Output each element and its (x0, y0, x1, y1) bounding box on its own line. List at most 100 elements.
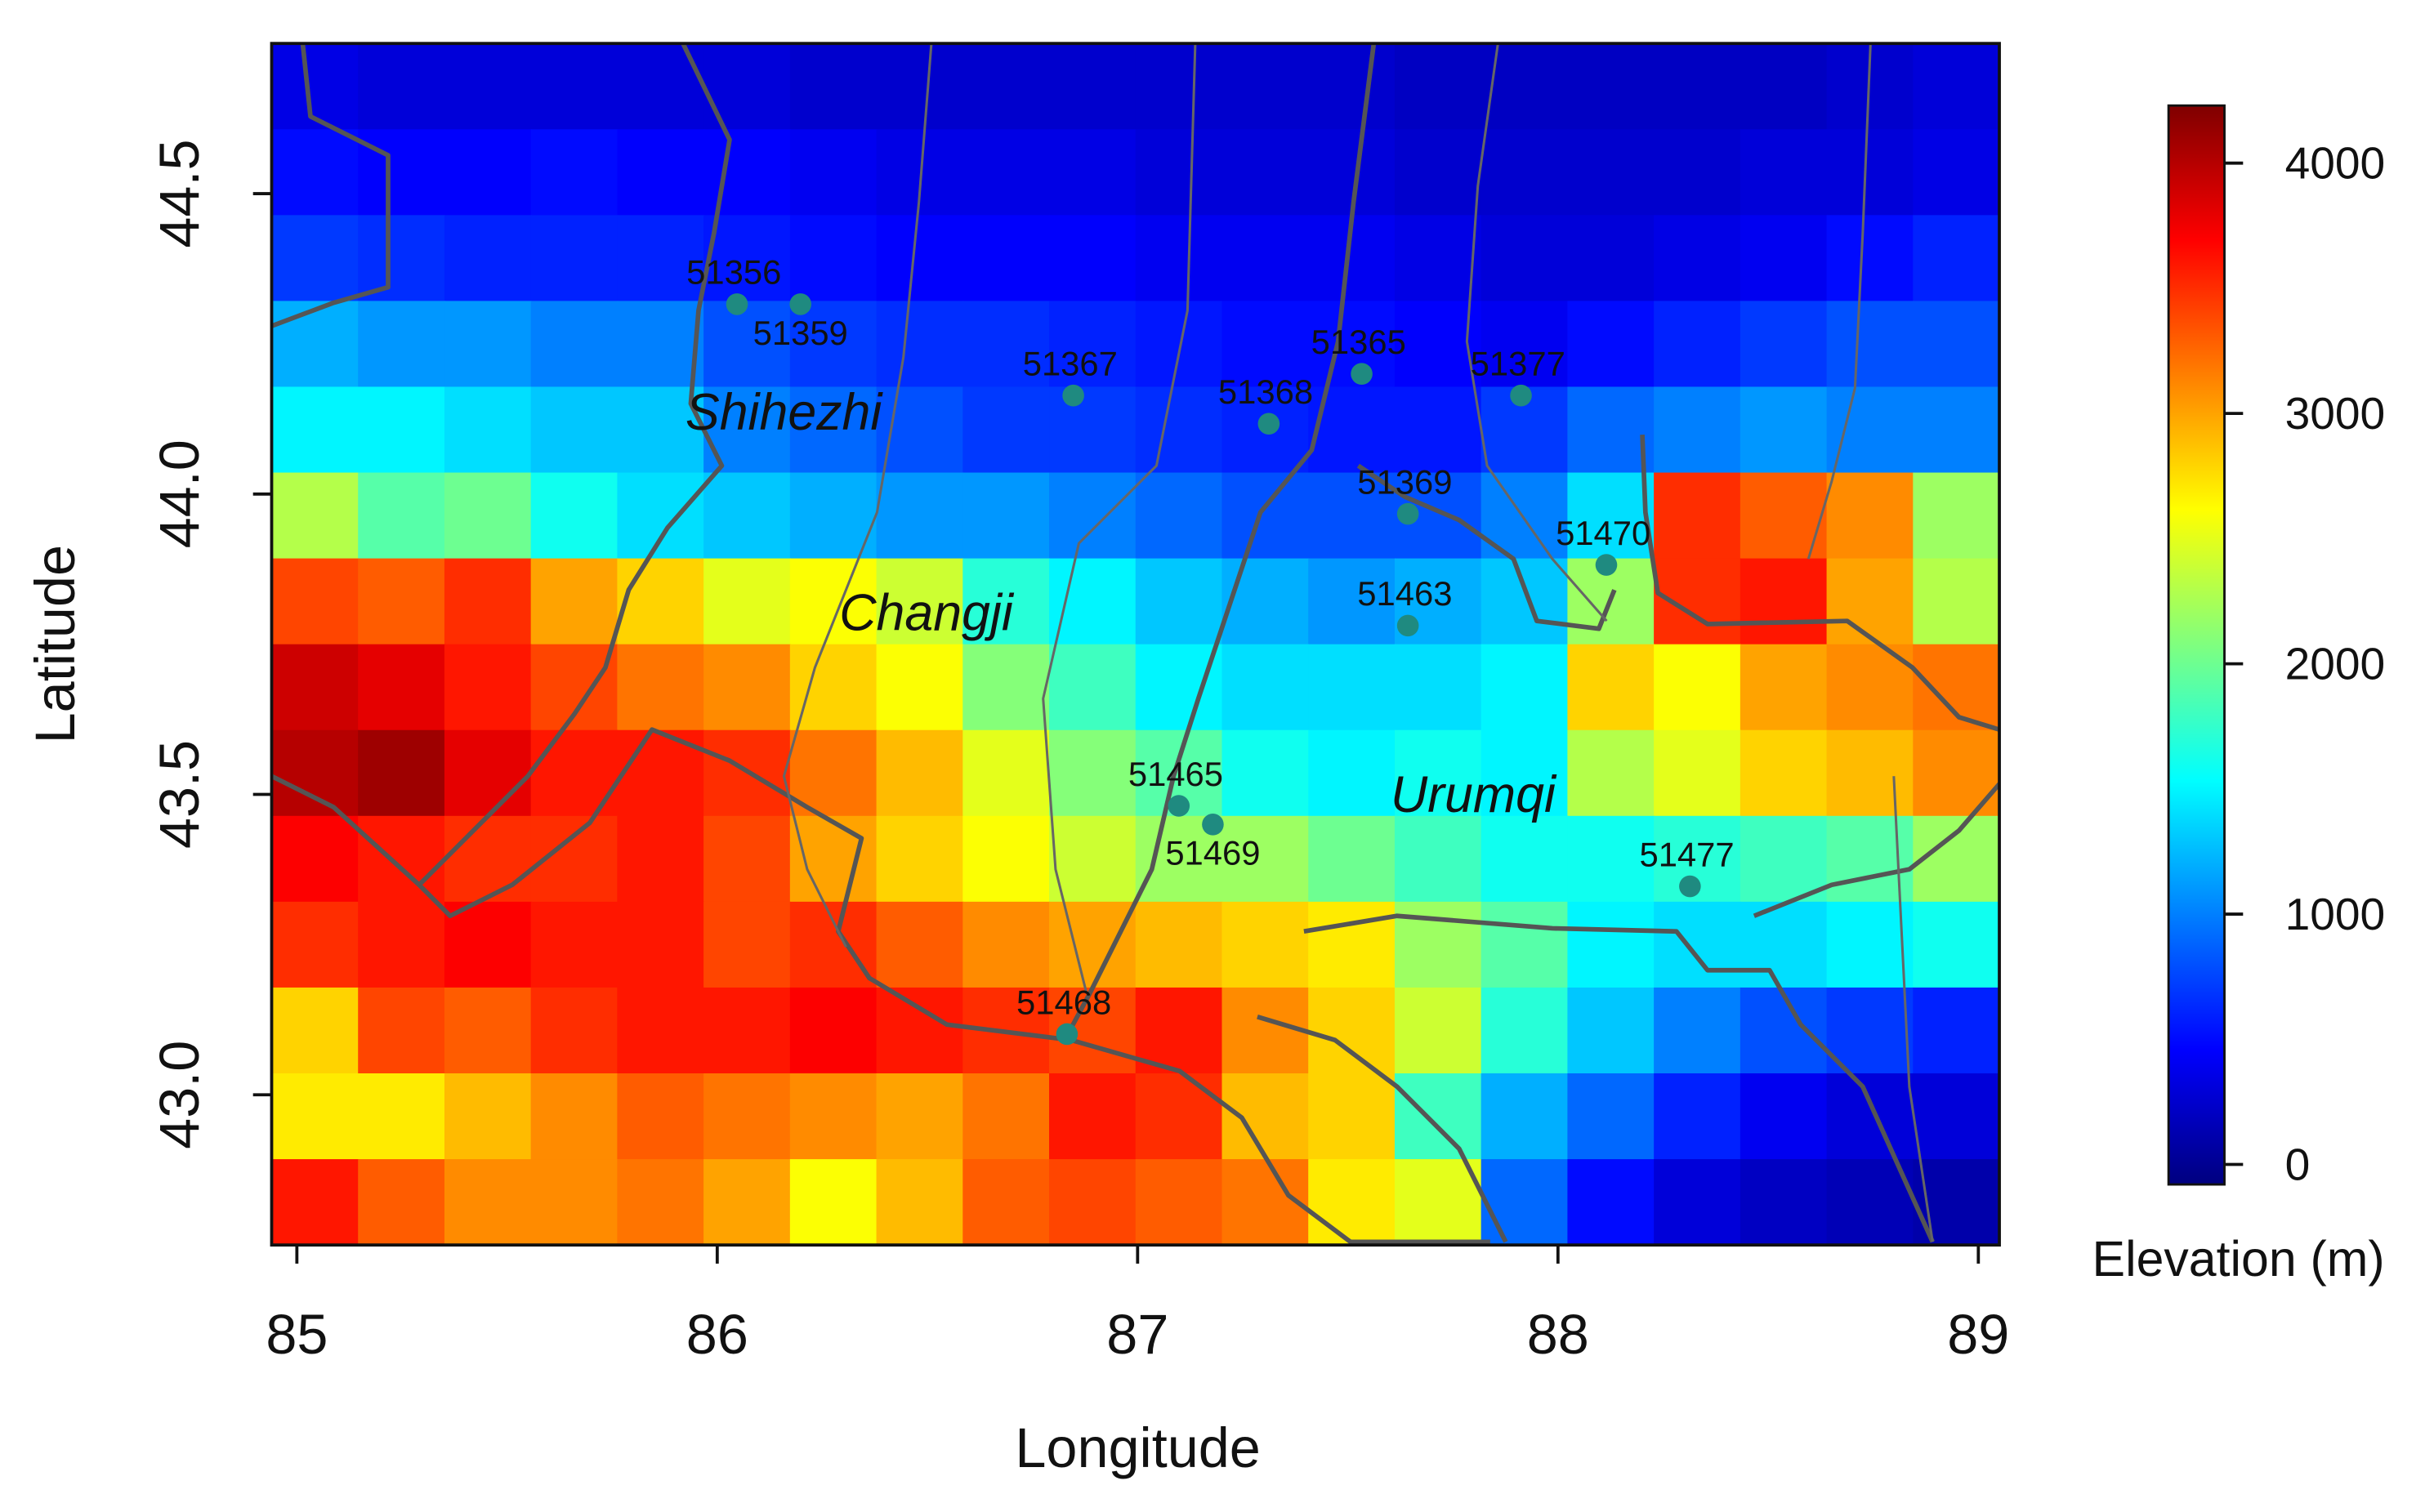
station-marker (1595, 554, 1618, 576)
cell (962, 815, 1051, 903)
cell (444, 472, 532, 560)
cell (1221, 644, 1310, 731)
cell (358, 901, 446, 989)
cell (962, 1073, 1051, 1161)
cell (876, 472, 964, 560)
cell (444, 215, 532, 302)
cell (1913, 987, 2000, 1075)
cell (1567, 987, 1655, 1075)
station-marker (1257, 413, 1280, 435)
cell (617, 815, 705, 903)
plot-frame (270, 42, 2001, 1247)
cell (444, 1073, 532, 1161)
station-marker (1396, 614, 1419, 637)
cell (876, 386, 964, 474)
cell (1221, 901, 1310, 989)
cell (1826, 901, 1914, 989)
cell (1740, 1159, 1828, 1246)
river (1807, 43, 1872, 560)
cell (530, 472, 619, 560)
cell (962, 729, 1051, 817)
cell (1654, 729, 1741, 817)
cell (1740, 558, 1828, 645)
cell (1049, 729, 1137, 817)
cell (617, 644, 705, 731)
cell (703, 1073, 791, 1161)
cell (876, 1159, 964, 1246)
cell (530, 43, 619, 131)
river (1892, 776, 1934, 1242)
y-tick-label: 44.5 (149, 140, 211, 248)
cell (876, 215, 964, 302)
cell (1394, 644, 1482, 731)
heatmap (271, 43, 2000, 1246)
colorbar-tick-label: 1000 (2285, 889, 2386, 939)
cell (1654, 987, 1741, 1075)
cell (1567, 815, 1655, 903)
cell (1394, 215, 1482, 302)
station-marker (1056, 1023, 1079, 1046)
cell (703, 558, 791, 645)
cell (271, 729, 360, 817)
cell (1135, 987, 1223, 1075)
cell (703, 472, 791, 560)
cell (962, 129, 1051, 216)
cell (1480, 901, 1569, 989)
cell (876, 301, 964, 388)
colorbar-tick-label: 4000 (2285, 138, 2386, 189)
x-tick-label: 89 (1947, 1304, 2009, 1366)
cell (1913, 558, 2000, 645)
cell (444, 386, 532, 474)
cell (1654, 43, 1741, 131)
cell (358, 815, 446, 903)
cell (876, 987, 964, 1075)
colorbar-tick-label: 2000 (2285, 639, 2386, 689)
river (1465, 43, 1608, 622)
cell (1654, 215, 1741, 302)
cell (1913, 729, 2000, 817)
cell (617, 472, 705, 560)
cell (617, 215, 705, 302)
cell (1480, 215, 1569, 302)
cell (1826, 1073, 1914, 1161)
cell (789, 729, 878, 817)
cell (1394, 1073, 1482, 1161)
cell (530, 987, 619, 1075)
cell (1567, 301, 1655, 388)
cell (1135, 644, 1223, 731)
cell (1740, 729, 1828, 817)
cell (962, 644, 1051, 731)
cell (1480, 43, 1569, 131)
cell (530, 129, 619, 216)
cell (1221, 301, 1310, 388)
x-tick-label: 85 (266, 1304, 328, 1366)
cell (617, 1159, 705, 1246)
cell (358, 1159, 446, 1246)
station-label: 51365 (1311, 323, 1406, 361)
cell (1654, 386, 1741, 474)
station-label: 51463 (1357, 574, 1452, 613)
cell (962, 215, 1051, 302)
cell (1567, 386, 1655, 474)
cell (617, 1073, 705, 1161)
cell (530, 558, 619, 645)
cell (1049, 386, 1137, 474)
cell (1567, 1159, 1655, 1246)
cell (1567, 472, 1655, 560)
cell (789, 386, 878, 474)
cell (1049, 43, 1137, 131)
cell (703, 901, 791, 989)
cell (1826, 129, 1914, 216)
cell (1221, 1073, 1310, 1161)
cell (1135, 1073, 1223, 1161)
cell (444, 43, 532, 131)
cell (1480, 644, 1569, 731)
cell (358, 644, 446, 731)
cell (789, 558, 878, 645)
cell (962, 43, 1051, 131)
cell (617, 901, 705, 989)
cell (876, 1073, 964, 1161)
cell (1480, 301, 1569, 388)
cell (1913, 472, 2000, 560)
cell (444, 558, 532, 645)
